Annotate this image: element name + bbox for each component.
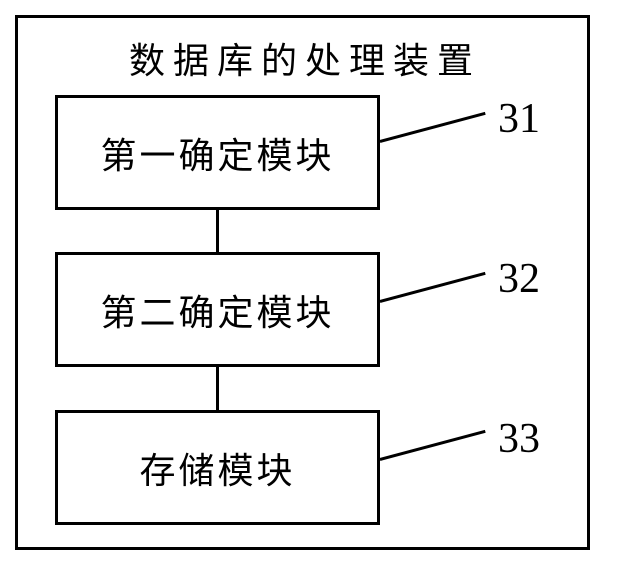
diagram-title: 数据库的处理装置 (55, 32, 555, 84)
connector-2-3 (216, 367, 219, 410)
node-1-label: 第一确定模块 (100, 127, 334, 179)
connector-1-2 (216, 210, 219, 252)
ref-number-32: 32 (498, 255, 540, 303)
node-2-label: 第二确定模块 (100, 284, 334, 336)
flowchart-node-2: 第二确定模块 (55, 252, 380, 367)
flowchart-node-3: 存储模块 (55, 410, 380, 525)
ref-number-33: 33 (498, 415, 540, 463)
ref-number-31: 31 (498, 95, 540, 143)
flowchart-node-1: 第一确定模块 (55, 95, 380, 210)
node-3-label: 存储模块 (139, 442, 295, 494)
